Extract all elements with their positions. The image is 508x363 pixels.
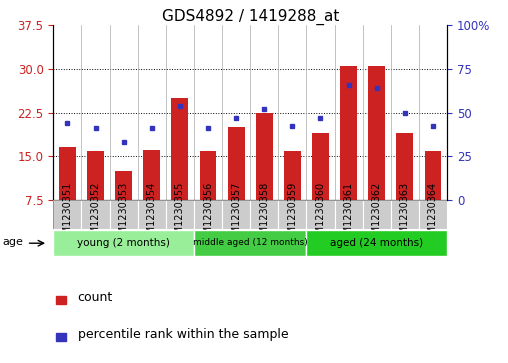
Text: GSM1230352: GSM1230352 xyxy=(90,182,101,247)
Text: GSM1230357: GSM1230357 xyxy=(231,182,241,247)
Text: GSM1230353: GSM1230353 xyxy=(119,182,129,247)
Text: aged (24 months): aged (24 months) xyxy=(330,238,423,248)
Bar xyxy=(87,151,104,200)
Bar xyxy=(228,127,244,200)
Bar xyxy=(59,147,76,200)
Bar xyxy=(143,150,160,200)
Bar xyxy=(425,151,441,200)
Bar xyxy=(250,200,278,229)
Text: GSM1230360: GSM1230360 xyxy=(315,182,326,247)
Bar xyxy=(194,230,306,256)
Bar xyxy=(396,133,414,200)
Text: GSM1230362: GSM1230362 xyxy=(372,182,382,247)
Text: GSM1230361: GSM1230361 xyxy=(343,182,354,247)
Bar xyxy=(419,200,447,229)
Bar xyxy=(166,200,194,229)
Bar xyxy=(110,200,138,229)
Bar xyxy=(306,230,447,256)
Text: middle aged (12 months): middle aged (12 months) xyxy=(193,238,307,247)
Text: GSM1230356: GSM1230356 xyxy=(203,182,213,247)
Text: age: age xyxy=(3,237,23,247)
Text: GSM1230351: GSM1230351 xyxy=(62,182,73,247)
Bar xyxy=(256,113,273,200)
Bar xyxy=(368,66,385,200)
Bar xyxy=(138,200,166,229)
Bar xyxy=(172,98,188,200)
Text: GSM1230358: GSM1230358 xyxy=(259,182,269,247)
Bar xyxy=(53,230,194,256)
Text: GSM1230354: GSM1230354 xyxy=(147,182,157,247)
Bar xyxy=(284,151,301,200)
Text: GSM1230364: GSM1230364 xyxy=(428,182,438,247)
Text: GSM1230359: GSM1230359 xyxy=(288,182,297,247)
Bar xyxy=(200,151,216,200)
Bar xyxy=(278,200,306,229)
Bar xyxy=(53,200,81,229)
Bar xyxy=(391,200,419,229)
Bar xyxy=(312,133,329,200)
Text: GSM1230355: GSM1230355 xyxy=(175,182,185,247)
Bar xyxy=(194,200,222,229)
Bar xyxy=(81,200,110,229)
Bar xyxy=(335,200,363,229)
Bar xyxy=(56,297,66,304)
Text: GSM1230363: GSM1230363 xyxy=(400,182,410,247)
Text: count: count xyxy=(78,291,113,304)
Bar xyxy=(340,66,357,200)
Text: young (2 months): young (2 months) xyxy=(77,238,170,248)
Text: percentile rank within the sample: percentile rank within the sample xyxy=(78,327,289,340)
Bar xyxy=(222,200,250,229)
Bar xyxy=(363,200,391,229)
Title: GDS4892 / 1419288_at: GDS4892 / 1419288_at xyxy=(162,9,339,25)
Bar xyxy=(306,200,335,229)
Bar xyxy=(115,171,132,200)
Bar xyxy=(56,333,66,341)
